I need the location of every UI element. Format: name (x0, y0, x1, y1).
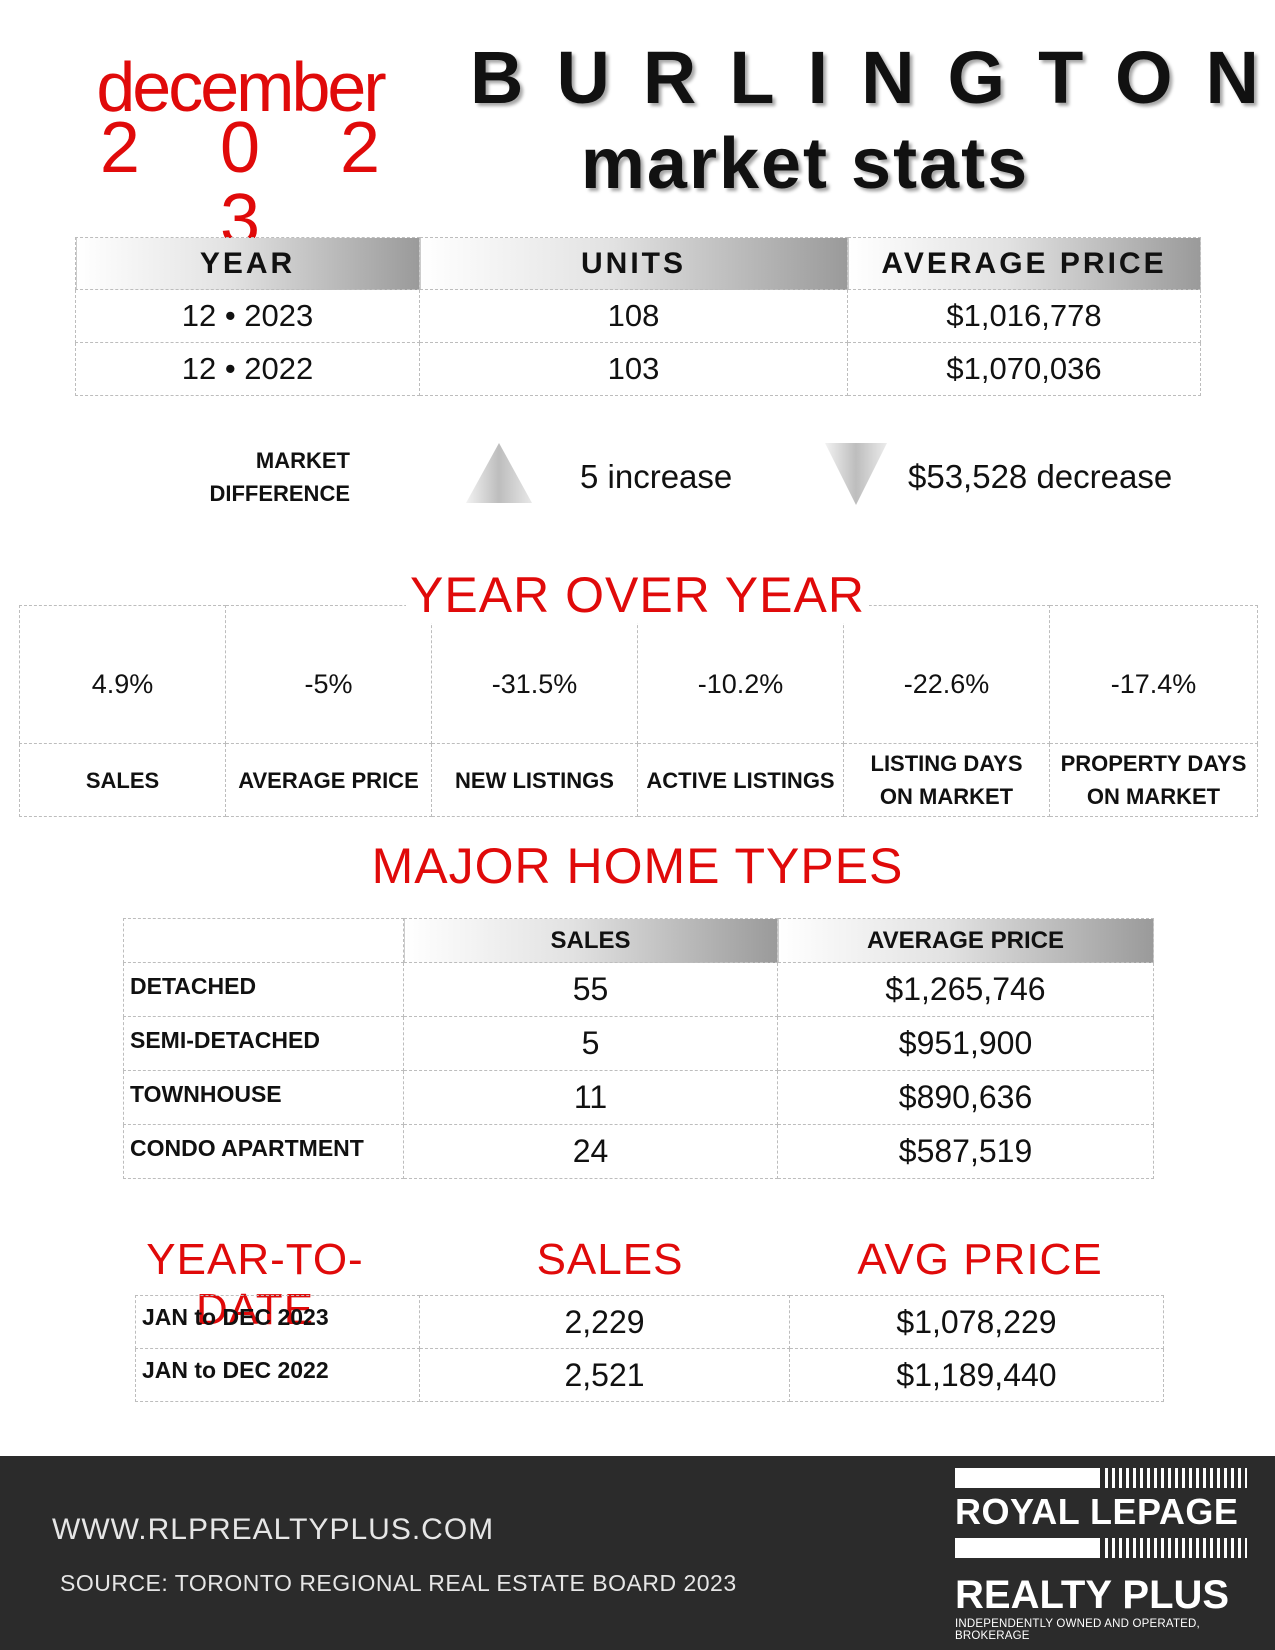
average-price-header: AVERAGE PRICE (777, 918, 1154, 963)
table-row: JAN to DEC 2022 2,521 $1,189,440 (135, 1348, 1164, 1402)
logo-tagline: INDEPENDENTLY OWNED AND OPERATED, BROKER… (955, 1618, 1200, 1642)
major-home-types-title: MAJOR HOME TYPES (371, 838, 904, 894)
logo-bars-bottom (955, 1538, 1247, 1558)
period-cell: 12 • 2023 (75, 289, 420, 343)
table-row: TOWNHOUSE 11 $890,636 (123, 1070, 1154, 1125)
market-difference-line1: MARKET (255, 448, 350, 473)
yoy-active-listings-label: ACTIVE LISTINGS (637, 743, 844, 817)
units-change-text: 5 increase (580, 458, 733, 495)
ytd-sales-cell: 2,521 (419, 1348, 790, 1402)
ytd-price-header: AVG PRICE (857, 1235, 1103, 1284)
yoy-listing-days-value: -22.6% (843, 605, 1050, 744)
sales-cell: 11 (403, 1070, 778, 1125)
royal-lepage-logo: ROYAL LEPAGE REALTY PLUS INDEPENDENTLY O… (955, 1468, 1250, 1642)
logo-name: ROYAL LEPAGE (955, 1491, 1239, 1532)
label-line: PROPERTY DAYS (1060, 751, 1247, 776)
yoy-average-price-label: AVERAGE PRICE (225, 743, 432, 817)
sales-cell: 55 (403, 962, 778, 1017)
price-cell: $890,636 (777, 1070, 1154, 1125)
price-change-text: $53,528 decrease (908, 458, 1173, 495)
ytd-sales-cell: 2,229 (419, 1295, 790, 1349)
table-row: DETACHED 55 $1,265,746 (123, 962, 1154, 1017)
triangle-up-icon (466, 443, 532, 503)
year-header: YEAR (75, 237, 420, 290)
table-row: 12 • 2022 103 $1,070,036 (75, 342, 1201, 396)
home-type-cell: CONDO APARTMENT (123, 1124, 404, 1179)
home-type-cell: DETACHED (123, 962, 404, 1017)
page-subtitle: market stats (580, 124, 1030, 204)
label-line: ON MARKET (1086, 784, 1221, 809)
label-line: ON MARKET (879, 784, 1014, 809)
price-cell: $1,265,746 (777, 962, 1154, 1017)
sales-header: SALES (403, 918, 778, 963)
market-difference-line2: DIFFERENCE (209, 481, 350, 506)
yoy-new-listings-label: NEW LISTINGS (431, 743, 638, 817)
price-cell: $1,070,036 (847, 342, 1201, 396)
year-over-year-table: 4.9% -5% -31.5% -10.2% -22.6% -17.4% SAL… (19, 605, 1258, 817)
yoy-property-days-label: PROPERTY DAYS ON MARKET (1049, 743, 1258, 817)
units-cell: 108 (419, 289, 848, 343)
period-cell: 12 • 2022 (75, 342, 420, 396)
blank-header (123, 918, 404, 963)
yoy-active-listings-value: -10.2% (637, 605, 844, 744)
sales-cell: 24 (403, 1124, 778, 1179)
summary-header-row: YEAR UNITS AVERAGE PRICE (75, 237, 1201, 290)
label-line: LISTING DAYS (870, 751, 1023, 776)
website-link[interactable]: WWW.RLPREALTYPLUS.COM (52, 1513, 495, 1546)
yoy-average-price-value: -5% (225, 605, 432, 744)
yoy-listing-days-label: LISTING DAYS ON MARKET (843, 743, 1050, 817)
logo-bars-top (955, 1468, 1247, 1488)
yoy-property-days-value: -17.4% (1049, 605, 1258, 744)
units-cell: 103 (419, 342, 848, 396)
yoy-new-listings-value: -31.5% (431, 605, 638, 744)
market-difference-label: MARKET DIFFERENCE (200, 444, 350, 510)
table-row: JAN to DEC 2023 2,229 $1,078,229 (135, 1295, 1164, 1349)
year-over-year-title-text: YEAR OVER YEAR (406, 567, 869, 623)
ytd-period-cell: JAN to DEC 2023 (135, 1295, 420, 1349)
sales-cell: 5 (403, 1016, 778, 1071)
units-header: UNITS (419, 237, 848, 290)
year-over-year-title: YEAR OVER YEAR (0, 566, 1275, 624)
ytd-period-cell: JAN to DEC 2022 (135, 1348, 420, 1402)
summary-table: YEAR UNITS AVERAGE PRICE 12 • 2023 108 $… (75, 237, 1201, 396)
year-title: 2 0 2 3 (99, 108, 411, 260)
price-cell: $587,519 (777, 1124, 1154, 1179)
table-row: 12 • 2023 108 $1,016,778 (75, 289, 1201, 343)
city-title: BURLINGTON (470, 36, 1275, 119)
ytd-sales-header: SALES (536, 1235, 684, 1284)
average-price-header: AVERAGE PRICE (847, 237, 1201, 290)
home-type-cell: TOWNHOUSE (123, 1070, 404, 1125)
ytd-price-cell: $1,078,229 (789, 1295, 1164, 1349)
home-types-header-row: SALES AVERAGE PRICE (123, 918, 1154, 963)
year-to-date-table: JAN to DEC 2023 2,229 $1,078,229 JAN to … (135, 1295, 1164, 1402)
source-note: SOURCE: TORONTO REGIONAL REAL ESTATE BOA… (60, 1570, 737, 1596)
yoy-sales-value: 4.9% (19, 605, 226, 744)
yoy-values-row: 4.9% -5% -31.5% -10.2% -22.6% -17.4% (19, 605, 1258, 744)
table-row: CONDO APARTMENT 24 $587,519 (123, 1124, 1154, 1179)
yoy-labels-row: SALES AVERAGE PRICE NEW LISTINGS ACTIVE … (19, 743, 1258, 817)
price-cell: $951,900 (777, 1016, 1154, 1071)
home-types-table: SALES AVERAGE PRICE DETACHED 55 $1,265,7… (123, 918, 1154, 1179)
triangle-down-icon (825, 443, 887, 505)
yoy-sales-label: SALES (19, 743, 226, 817)
month-title: december (96, 48, 386, 126)
ytd-price-cell: $1,189,440 (789, 1348, 1164, 1402)
home-type-cell: SEMI-DETACHED (123, 1016, 404, 1071)
price-cell: $1,016,778 (847, 289, 1201, 343)
table-row: SEMI-DETACHED 5 $951,900 (123, 1016, 1154, 1071)
logo-subtitle: REALTY PLUS (955, 1573, 1230, 1617)
